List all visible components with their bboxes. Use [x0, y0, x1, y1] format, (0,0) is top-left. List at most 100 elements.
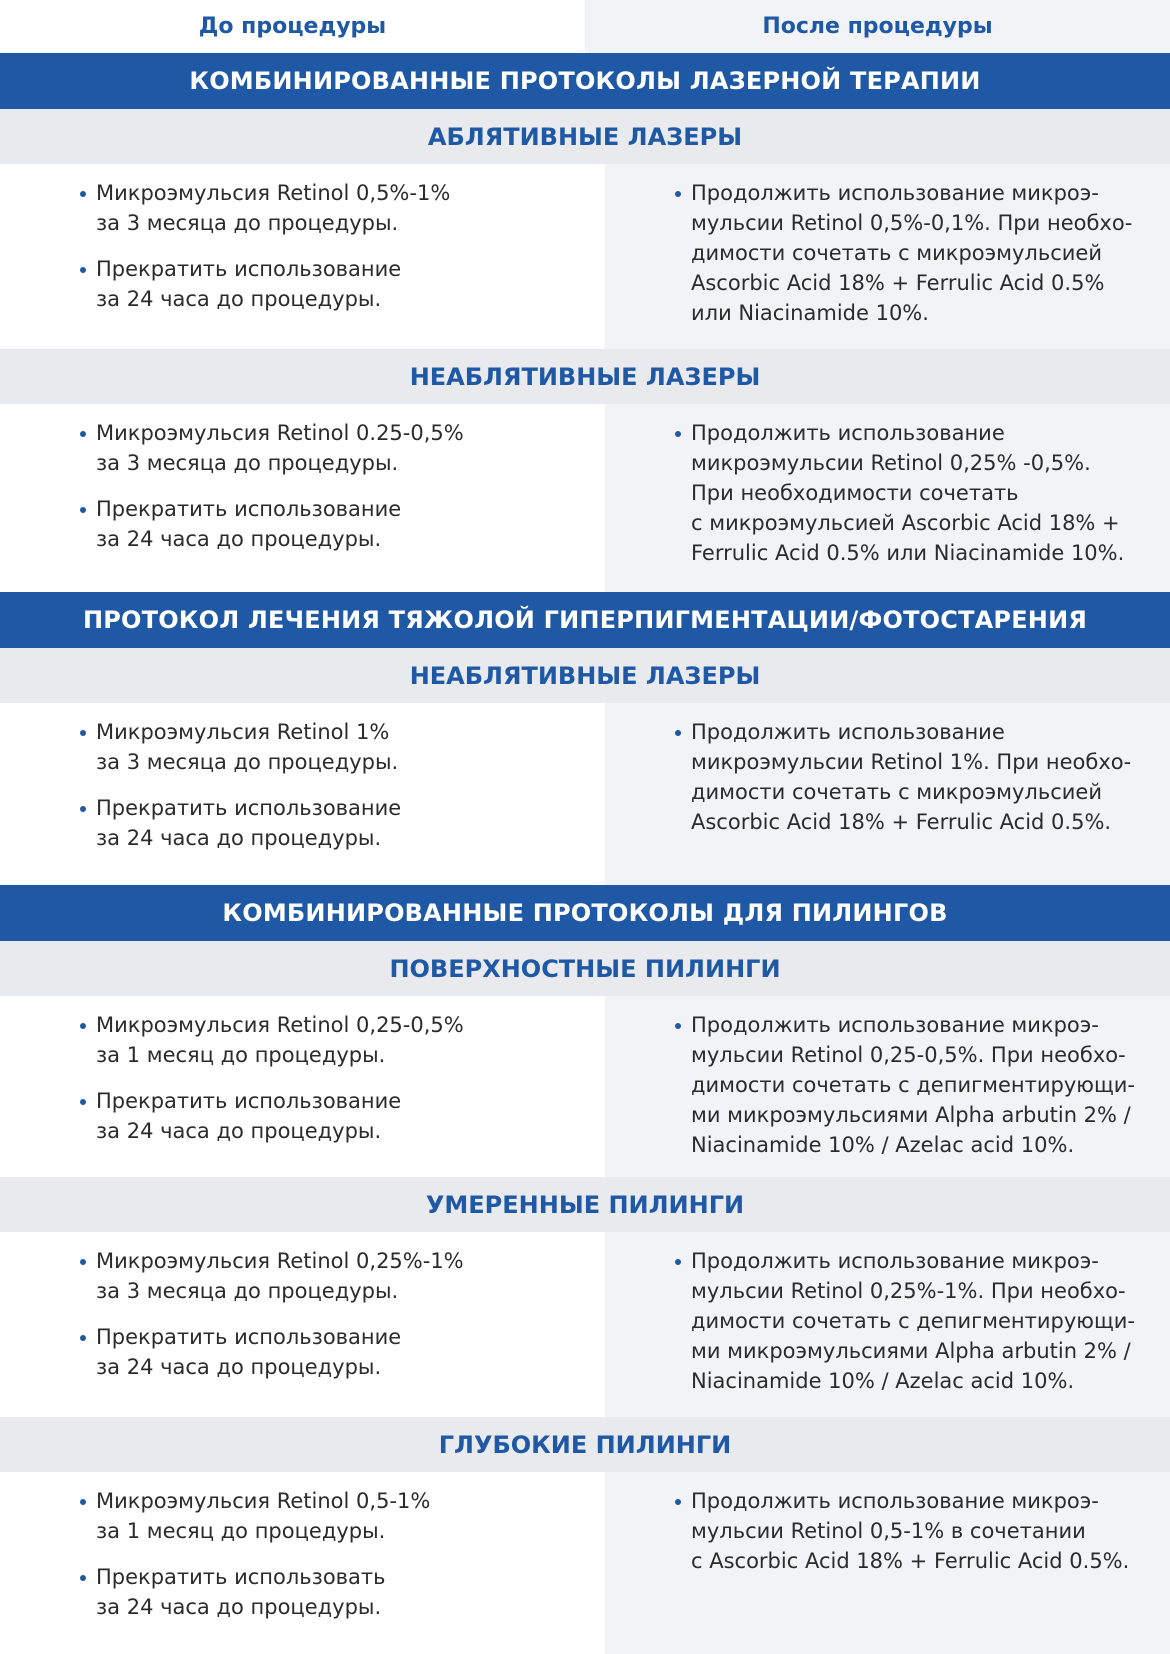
before-column: Микроэмульсия Retinol 0,5%-1% за 3 месяца…: [0, 164, 605, 349]
subsection-title: АБЛЯТИВНЫЕ ЛАЗЕРЫ: [0, 109, 1170, 164]
subsection-title: ГЛУБОКИЕ ПИЛИНГИ: [0, 1417, 1170, 1472]
bullet-item: Продолжить использование микроэ-мульсии …: [661, 1246, 1170, 1396]
bullet-item: Микроэмульсия Retinol 0,25%-1% за 3 месяц…: [66, 1246, 605, 1306]
bullet-dot: [80, 1335, 86, 1341]
text-line: Продолжить использование микроэ-: [691, 1489, 1099, 1513]
bullet-dot: [80, 1259, 86, 1265]
bullet-item: Прекратить использование за 24 часа до пр…: [66, 1086, 605, 1146]
text-line: за 24 часа до процедуры.: [96, 527, 382, 551]
text-line: Микроэмульсия Retinol 0,5-1%: [96, 1489, 431, 1513]
subsection-title: УМЕРЕННЫЕ ПИЛИНГИ: [0, 1177, 1170, 1232]
text-line: Прекратить использование: [96, 796, 402, 820]
bullet-dot: [80, 431, 86, 437]
bullet-item: Микроэмульсия Retinol 1% за 3 месяца до п…: [66, 717, 605, 777]
subsection-title: НЕАБЛЯТИВНЫЕ ЛАЗЕРЫ: [0, 349, 1170, 404]
content-row: Микроэмульсия Retinol 0,5-1% за 1 месяц д…: [0, 1472, 1170, 1654]
text-line: димости сочетать с микроэмульсией: [691, 241, 1102, 265]
after-column: Продолжить использование микроэ-мульсии …: [605, 1232, 1170, 1417]
text-line: за 3 месяца до процедуры.: [96, 451, 399, 475]
section-title: КОМБИНИРОВАННЫЕ ПРОТОКОЛЫ ДЛЯ ПИЛИНГОВ: [0, 885, 1170, 941]
text-line: Ferrulic Acid 0.5% или Niacinamide 10%.: [691, 541, 1125, 565]
subsection-title: НЕАБЛЯТИВНЫЕ ЛАЗЕРЫ: [0, 648, 1170, 703]
header-after: После процедуры: [585, 0, 1170, 53]
subsection-title: ПОВЕРХНОСТНЫЕ ПИЛИНГИ: [0, 941, 1170, 996]
bullet-item: Продолжить использование микроэмульсии Re…: [661, 717, 1170, 837]
bullet-dot: [675, 1259, 681, 1265]
text-line: Продолжить использование микроэ-: [691, 181, 1099, 205]
bullet-dot: [80, 507, 86, 513]
after-column: Продолжить использование микроэ-мульсии …: [605, 1472, 1170, 1654]
bullet-item: Прекратить использование за 24 часа до пр…: [66, 1322, 605, 1382]
text-line: Niacinamide 10% / Azelac acid 10%.: [691, 1133, 1075, 1157]
text-line: мульсии Retinol 0,25%-1%. При необхо-: [691, 1279, 1126, 1303]
text-line: за 24 часа до процедуры.: [96, 826, 382, 850]
bullet-dot: [80, 1499, 86, 1505]
text-line: Продолжить использование микроэ-: [691, 1013, 1099, 1037]
content-row: Микроэмульсия Retinol 0,25-0,5% за 1 меся…: [0, 996, 1170, 1177]
text-line: мульсии Retinol 0,5-1% в сочетании: [691, 1519, 1086, 1543]
text-line: Продолжить использование: [691, 720, 1005, 744]
text-line: Микроэмульсия Retinol 0,5%-1%: [96, 181, 451, 205]
text-line: или Niacinamide 10%.: [691, 301, 929, 325]
content-row: Микроэмульсия Retinol 0,5%-1% за 3 месяца…: [0, 164, 1170, 349]
text-line: Продолжить использование микроэ-: [691, 1249, 1099, 1273]
after-column: Продолжить использование микроэмульсии Re…: [605, 404, 1170, 592]
before-column: Микроэмульсия Retinol 0,25%-1% за 3 месяц…: [0, 1232, 605, 1417]
text-line: Niacinamide 10% / Azelac acid 10%.: [691, 1369, 1075, 1393]
bullet-item: Продолжить использование микроэ-мульсии …: [661, 178, 1170, 328]
text-line: за 3 месяца до процедуры.: [96, 1279, 399, 1303]
column-header: До процедуры После процедуры: [0, 0, 1170, 53]
header-before: До процедуры: [198, 14, 387, 39]
bullet-item: Прекратить использование за 24 часа до пр…: [66, 793, 605, 853]
text-line: за 24 часа до процедуры.: [96, 1595, 382, 1619]
bullet-item: Микроэмульсия Retinol 0.25-0,5% за 3 меся…: [66, 418, 605, 478]
text-line: ми микроэмульсиями Alpha arbutin 2% /: [691, 1103, 1131, 1127]
text-line: Прекратить использовать: [96, 1565, 386, 1589]
text-line: Прекратить использование: [96, 497, 402, 521]
text-line: Прекратить использование: [96, 1325, 402, 1349]
text-line: Ascorbic Acid 18% + Ferrulic Acid 0.5%: [691, 271, 1105, 295]
text-line: за 24 часа до процедуры.: [96, 1355, 382, 1379]
bullet-item: Продолжить использование микроэ-мульсии …: [661, 1010, 1170, 1160]
text-line: микроэмульсии Retinol 0,25% -0,5%.: [691, 451, 1091, 475]
bullet-dot: [80, 1023, 86, 1029]
text-line: Прекратить использование: [96, 257, 402, 281]
bullet-item: Микроэмульсия Retinol 0,5%-1% за 3 месяца…: [66, 178, 605, 238]
text-line: Микроэмульсия Retinol 0.25-0,5%: [96, 421, 464, 445]
bullet-dot: [80, 730, 86, 736]
bullet-item: Прекратить использование за 24 часа до пр…: [66, 494, 605, 554]
text-line: Микроэмульсия Retinol 0,25%-1%: [96, 1249, 464, 1273]
bullet-dot: [80, 267, 86, 273]
text-line: Микроэмульсия Retinol 0,25-0,5%: [96, 1013, 464, 1037]
bullet-dot: [675, 431, 681, 437]
content-row: Микроэмульсия Retinol 0,25%-1% за 3 месяц…: [0, 1232, 1170, 1417]
text-line: димости сочетать с депигментирующи-: [691, 1073, 1135, 1097]
bullet-dot: [675, 1023, 681, 1029]
text-line: Продолжить использование: [691, 421, 1005, 445]
text-line: При необходимости сочетать: [691, 481, 1019, 505]
text-line: с Ascorbic Acid 18% + Ferrulic Acid 0.5%…: [691, 1549, 1130, 1573]
bullet-item: Микроэмульсия Retinol 0,25-0,5% за 1 меся…: [66, 1010, 605, 1070]
bullet-dot: [675, 730, 681, 736]
after-column: Продолжить использование микроэ-мульсии …: [605, 996, 1170, 1177]
after-column: Продолжить использование микроэмульсии Re…: [605, 703, 1170, 885]
bullet-dot: [80, 1575, 86, 1581]
text-line: мульсии Retinol 0,5%-0,1%. При необхо-: [691, 211, 1133, 235]
section-title: ПРОТОКОЛ ЛЕЧЕНИЯ ТЯЖОЛОЙ ГИПЕРПИГМЕНТАЦИ…: [0, 592, 1170, 648]
text-line: Ascorbic Acid 18% + Ferrulic Acid 0.5%.: [691, 810, 1112, 834]
bullet-dot: [80, 806, 86, 812]
before-column: Микроэмульсия Retinol 0.25-0,5% за 3 меся…: [0, 404, 605, 592]
text-line: за 24 часа до процедуры.: [96, 287, 382, 311]
bullet-item: Прекратить использование за 24 часа до пр…: [66, 254, 605, 314]
text-line: Микроэмульсия Retinol 1%: [96, 720, 390, 744]
bullet-dot: [80, 191, 86, 197]
text-line: димости сочетать с депигментирующи-: [691, 1309, 1135, 1333]
before-column: Микроэмульсия Retinol 1% за 3 месяца до п…: [0, 703, 605, 885]
bullet-dot: [675, 1499, 681, 1505]
bullet-dot: [675, 191, 681, 197]
text-line: мульсии Retinol 0,25-0,5%. При необхо-: [691, 1043, 1126, 1067]
bullet-dot: [80, 1099, 86, 1105]
bullet-item: Прекратить использовать за 24 часа до про…: [66, 1562, 605, 1622]
